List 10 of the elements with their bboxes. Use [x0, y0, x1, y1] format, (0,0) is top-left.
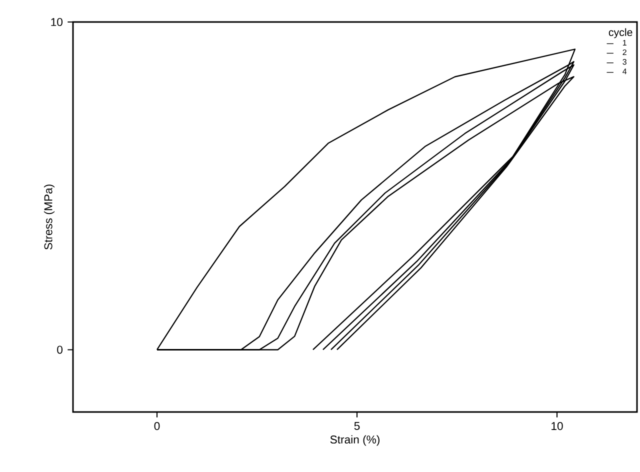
- legend-label: 2: [622, 49, 626, 56]
- legend-title: cycle: [608, 28, 632, 38]
- x-axis-title: Strain (%): [330, 435, 380, 446]
- x-tick-label: 5: [354, 422, 360, 430]
- legend-label: 4: [622, 68, 627, 74]
- y-axis-title: Stress (MPa): [44, 184, 55, 250]
- x-tick-label: 0: [154, 422, 160, 430]
- legend-label: 3: [622, 59, 626, 65]
- legend-label: 1: [622, 40, 626, 46]
- x-tick-label: 10: [552, 422, 563, 430]
